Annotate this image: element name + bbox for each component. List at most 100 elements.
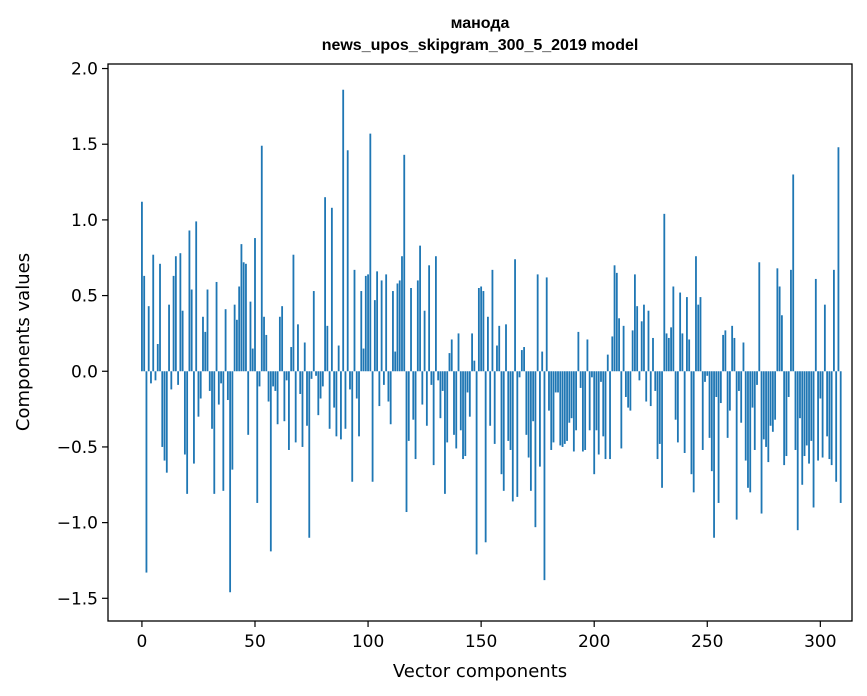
bar bbox=[161, 371, 164, 447]
bar bbox=[435, 256, 437, 372]
bar bbox=[238, 286, 241, 372]
bar bbox=[814, 278, 817, 372]
bar bbox=[333, 371, 336, 408]
bar bbox=[412, 371, 415, 420]
bar bbox=[604, 371, 607, 460]
bar bbox=[701, 371, 704, 450]
bar bbox=[751, 371, 754, 408]
bar bbox=[613, 265, 616, 372]
bars-group bbox=[141, 89, 842, 593]
bar bbox=[385, 274, 388, 372]
bar bbox=[464, 371, 467, 457]
bar bbox=[202, 316, 204, 372]
bar bbox=[794, 371, 797, 450]
bar bbox=[500, 371, 503, 475]
bar bbox=[204, 331, 207, 372]
bar bbox=[697, 304, 700, 372]
bar bbox=[382, 371, 385, 385]
bar bbox=[792, 174, 795, 372]
x-tick-label: 200 bbox=[578, 632, 610, 652]
bar bbox=[502, 371, 505, 491]
bar bbox=[543, 371, 546, 581]
bar bbox=[179, 253, 182, 372]
bar bbox=[245, 263, 247, 372]
bar bbox=[430, 371, 433, 385]
bar bbox=[425, 371, 428, 426]
bar bbox=[719, 371, 722, 404]
bar bbox=[817, 371, 819, 461]
bar bbox=[518, 371, 521, 378]
bar bbox=[505, 324, 507, 372]
bar bbox=[541, 351, 544, 372]
y-tick-label: −0.5 bbox=[57, 438, 98, 458]
y-tick-label: −1.0 bbox=[57, 514, 98, 534]
bar bbox=[731, 325, 734, 372]
bar bbox=[652, 337, 654, 372]
bar bbox=[263, 316, 265, 372]
bar bbox=[190, 289, 193, 372]
bar bbox=[181, 310, 184, 372]
bar bbox=[722, 334, 725, 372]
bar bbox=[667, 337, 670, 372]
bar bbox=[636, 306, 639, 372]
bar bbox=[299, 371, 302, 394]
bar bbox=[186, 371, 189, 494]
bar bbox=[532, 371, 535, 422]
bar bbox=[552, 371, 555, 443]
bar bbox=[177, 371, 180, 385]
bar bbox=[247, 371, 250, 435]
bar bbox=[344, 371, 347, 429]
bar bbox=[294, 371, 297, 443]
bar bbox=[534, 371, 537, 528]
bar bbox=[278, 316, 281, 372]
bar bbox=[559, 371, 562, 446]
bar bbox=[373, 300, 376, 372]
bar bbox=[796, 371, 799, 531]
bar bbox=[744, 371, 747, 461]
bar bbox=[156, 344, 159, 372]
bar bbox=[717, 371, 720, 503]
plot-area-frame bbox=[107, 63, 853, 622]
bar bbox=[208, 371, 211, 391]
bar bbox=[349, 371, 351, 390]
bar bbox=[622, 325, 625, 372]
bar bbox=[785, 371, 788, 457]
bar bbox=[706, 371, 709, 376]
bar bbox=[681, 333, 684, 372]
bar bbox=[830, 371, 833, 466]
bar bbox=[627, 371, 630, 408]
bar bbox=[803, 371, 806, 457]
bar bbox=[315, 371, 317, 376]
bar bbox=[624, 371, 627, 397]
bar bbox=[708, 371, 711, 438]
bar bbox=[403, 154, 406, 372]
bar bbox=[199, 371, 202, 399]
bar bbox=[539, 371, 541, 467]
bar bbox=[392, 291, 394, 372]
bar bbox=[489, 371, 492, 426]
bar bbox=[586, 339, 589, 372]
bar bbox=[254, 238, 256, 372]
bar bbox=[771, 371, 774, 432]
y-axis-ticks: −1.5 −1.0 −0.5 0.0 0.5 1.0 1.5 2.0 bbox=[57, 60, 108, 609]
bar bbox=[143, 275, 146, 372]
bar bbox=[251, 348, 254, 372]
bar bbox=[536, 274, 539, 372]
bar bbox=[462, 371, 464, 460]
bar bbox=[297, 324, 299, 372]
bar bbox=[258, 371, 261, 387]
bar bbox=[749, 371, 752, 493]
bar bbox=[217, 371, 220, 405]
bar bbox=[301, 371, 304, 447]
bar bbox=[310, 371, 313, 379]
bar bbox=[672, 286, 675, 372]
bar bbox=[557, 371, 559, 393]
bar bbox=[638, 371, 641, 381]
bar bbox=[606, 354, 609, 372]
bar bbox=[468, 371, 471, 417]
bar bbox=[324, 197, 326, 372]
bar bbox=[756, 371, 758, 385]
bar bbox=[620, 371, 623, 449]
bar bbox=[670, 327, 672, 372]
bar bbox=[150, 371, 152, 384]
